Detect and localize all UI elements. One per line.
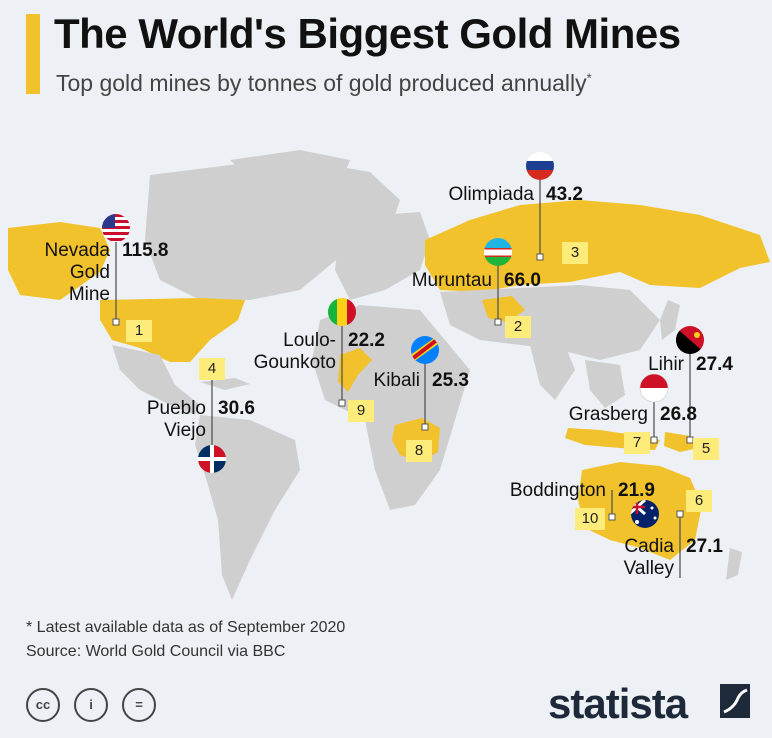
mine-name-6-line1: Cadia [624, 536, 674, 557]
mine-name-9: Loulo- Gounkoto [228, 330, 336, 374]
new-zealand-land [726, 548, 742, 580]
mine-name-9-line1: Loulo- [283, 330, 336, 351]
mine-name-9-line2: Gounkoto [253, 352, 336, 373]
attribution-icon[interactable]: i [74, 688, 108, 722]
dr-congo-flag-icon [411, 336, 439, 364]
creative-commons-icon[interactable]: cc [26, 688, 60, 722]
mine-rank-8: 8 [406, 440, 432, 462]
statista-logo[interactable]: statista [548, 680, 688, 727]
mine-name-6-line2: Valley [623, 558, 674, 579]
papua-new-guinea-flag-icon [676, 326, 704, 354]
mine-dot-6 [676, 510, 684, 518]
mine-tonnes-9: 22.2 [348, 330, 385, 351]
usa-highlight [100, 298, 245, 362]
mine-tonnes-2: 66.0 [504, 270, 541, 291]
mine-dot-3 [536, 253, 544, 261]
mine-name-6: Cadia Valley [596, 536, 674, 580]
mine-name-4: Pueblo Viejo [120, 398, 206, 442]
mine-name-4-line2: Viejo [164, 420, 206, 441]
mine-tonnes-1: 115.8 [122, 240, 169, 261]
mine-tonnes-5: 27.4 [696, 354, 733, 375]
russia-highlight [425, 200, 770, 292]
no-derivatives-icon[interactable]: = [122, 688, 156, 722]
japan-land [660, 300, 680, 340]
indonesia-flag-icon [639, 373, 669, 403]
mine-dot-8 [421, 423, 429, 431]
uzbekistan-flag-icon [484, 238, 512, 266]
mine-name-2: Muruntau [411, 270, 492, 291]
greenland-land [230, 150, 350, 195]
mine-name-1-line1: Nevada [44, 240, 111, 261]
mine-rank-10: 10 [575, 508, 605, 530]
mali-highlight [338, 348, 372, 392]
subtitle-text: Top gold mines by tonnes of gold produce… [56, 70, 587, 96]
mine-dot-9 [338, 399, 346, 407]
mine-rank-2: 2 [505, 316, 531, 338]
mine-name-8: Kibali [373, 370, 420, 391]
footnote-text: * Latest available data as of September … [26, 619, 346, 636]
mine-name-7: Grasberg [568, 404, 648, 425]
mine-tonnes-8: 25.3 [432, 370, 469, 391]
alaska-highlight [8, 222, 110, 300]
subtitle-marker: * [586, 70, 592, 86]
page-subtitle: Top gold mines by tonnes of gold produce… [56, 70, 592, 97]
mine-name-1-line2: Gold [69, 262, 110, 283]
mine-dot-10 [608, 513, 616, 521]
mine-name-1-line3: Mine [68, 284, 110, 305]
mine-tonnes-7: 26.8 [660, 404, 697, 425]
mine-dot-1 [112, 318, 120, 326]
mine-rank-3: 3 [562, 242, 588, 264]
footnote-block: * Latest available data as of September … [26, 616, 345, 664]
usa-flag-icon [102, 214, 130, 242]
uzbekistan-highlight [482, 296, 525, 322]
mine-name-10: Boddington [509, 480, 606, 501]
mine-rank-5: 5 [693, 438, 719, 460]
mine-name-4-line1: Pueblo [146, 398, 206, 419]
mine-tonnes-3: 43.2 [546, 184, 583, 205]
south-america-land [195, 415, 300, 600]
mine-rank-9: 9 [348, 400, 374, 422]
russia-flag-icon [526, 152, 554, 180]
mine-name-3: Olimpiada [448, 184, 534, 205]
page-title: The World's Biggest Gold Mines [54, 10, 681, 57]
europe-land [335, 212, 430, 300]
mine-rank-4: 4 [199, 358, 225, 380]
mine-name-1: Nevada Gold Mine [30, 240, 111, 306]
mali-flag-icon [328, 298, 356, 326]
mine-rank-6: 6 [686, 490, 712, 512]
mine-dot-7 [650, 436, 658, 444]
mine-name-5: Lihir [648, 354, 684, 375]
title-accent-bar [26, 14, 40, 94]
mine-tonnes-10: 21.9 [618, 480, 655, 501]
statista-logo-mark-svg [723, 688, 748, 714]
mine-dot-2 [494, 318, 502, 326]
mine-rank-7: 7 [624, 432, 650, 454]
mine-tonnes-6: 27.1 [686, 536, 723, 557]
india-land [530, 345, 575, 400]
mine-rank-1: 1 [126, 320, 152, 342]
statista-logo-mark-icon [720, 684, 750, 718]
mine-tonnes-4: 30.6 [218, 398, 255, 419]
southeast-asia-land [585, 360, 625, 408]
north-america-land [145, 160, 400, 300]
mexico-land [112, 345, 200, 415]
source-text: Source: World Gold Council via BBC [26, 643, 286, 660]
